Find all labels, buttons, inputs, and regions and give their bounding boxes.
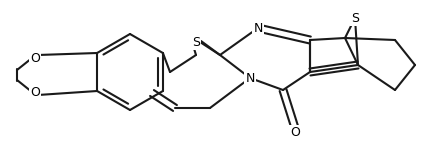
Text: O: O — [30, 85, 40, 99]
Text: S: S — [351, 12, 359, 24]
Text: N: N — [253, 21, 263, 34]
Text: S: S — [192, 36, 200, 48]
Text: O: O — [290, 126, 300, 140]
Text: N: N — [245, 72, 255, 84]
Text: O: O — [30, 51, 40, 64]
